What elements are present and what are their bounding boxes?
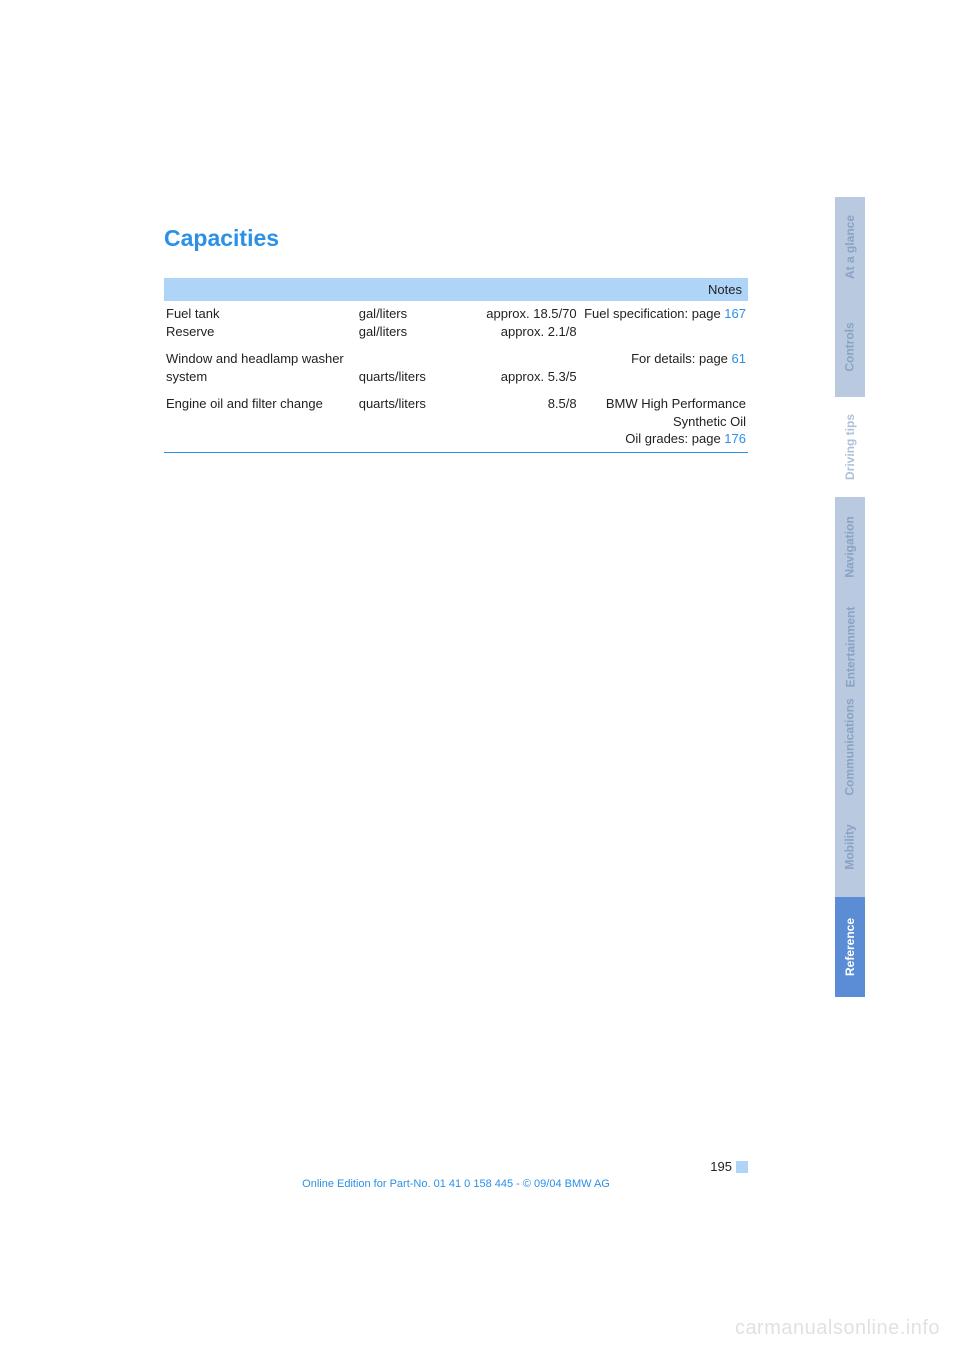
page-number-wrap: 195 (164, 1158, 748, 1176)
side-tab-label: Controls (843, 322, 857, 371)
side-tab-label: Navigation (843, 516, 857, 577)
table-row: Fuel tank Reserve gal/liters gal/liters … (164, 301, 748, 344)
table-row: Window and headlamp washer system quarts… (164, 344, 748, 389)
table-header-notes: Notes (579, 278, 748, 301)
cell-text: gal/liters (359, 324, 407, 339)
cell-text: system (166, 369, 207, 384)
cell-text: quarts/liters (359, 369, 426, 384)
page-marker-icon (736, 1161, 748, 1173)
cell-text: For details: page (631, 351, 731, 366)
side-tab-label: Mobility (843, 824, 857, 869)
cell-text: approx. 2.1/8 (501, 324, 577, 339)
page-link[interactable]: 167 (724, 306, 746, 321)
cell-text: BMW High Performance (606, 396, 746, 411)
cell-text: Oil grades: page (625, 431, 724, 446)
side-tab[interactable]: At a glance (835, 197, 865, 297)
cell-text: quarts/liters (359, 396, 426, 411)
cell-text: gal/liters (359, 306, 407, 321)
side-tab-label: At a glance (843, 215, 857, 279)
side-tab[interactable]: Mobility (835, 797, 865, 897)
side-tab-label: Reference (843, 918, 857, 976)
cell-text: Fuel specification: page (584, 306, 724, 321)
side-tab-label: Entertainment (843, 607, 857, 688)
cell-text: approx. 5.3/5 (501, 369, 577, 384)
page-link[interactable]: 176 (724, 431, 746, 446)
cell-text: Window and headlamp washer (166, 351, 344, 366)
side-tabs: At a glance Controls Driving tips Navigatio… (835, 197, 865, 997)
page-number: 195 (710, 1159, 732, 1174)
table-row: Engine oil and filter change quarts/lite… (164, 389, 748, 452)
side-tab[interactable]: Driving tips (835, 397, 865, 497)
cell-text: Engine oil and filter change (166, 396, 323, 411)
cell-text: 8.5/8 (548, 396, 577, 411)
side-tab[interactable]: Communications (835, 697, 865, 797)
side-tab-label: Driving tips (843, 414, 857, 480)
side-tab-label: Communications (843, 698, 857, 795)
copyright-line: Online Edition for Part-No. 01 41 0 158 … (164, 1178, 748, 1190)
watermark: carmanualsonline.info (735, 1317, 940, 1340)
section-title: Capacities (164, 225, 748, 252)
page-link[interactable]: 61 (732, 351, 746, 366)
side-tab[interactable]: Controls (835, 297, 865, 397)
side-tab[interactable]: Navigation (835, 497, 865, 597)
side-tab[interactable]: Reference (835, 897, 865, 997)
capacities-table: Notes Fuel tank Reserve gal/liters gal/l… (164, 278, 748, 453)
cell-text: Fuel tank (166, 306, 219, 321)
cell-text: Synthetic Oil (673, 414, 746, 429)
cell-text: approx. 18.5/70 (486, 306, 576, 321)
cell-text: Reserve (166, 324, 214, 339)
side-tab[interactable]: Entertainment (835, 597, 865, 697)
